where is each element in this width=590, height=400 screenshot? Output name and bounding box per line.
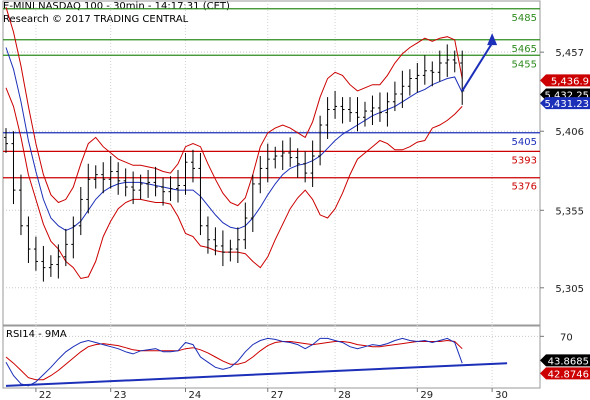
x-tick-label: 24 <box>188 390 201 400</box>
level-label: 5405 <box>512 137 537 148</box>
price-badge-label: 5,436.9 <box>551 76 589 87</box>
level-label: 5485 <box>512 13 537 24</box>
rsi-title: RSI14 - 9MA <box>6 329 67 340</box>
price-badge <box>540 74 590 87</box>
level-label: 5376 <box>512 182 537 193</box>
rsi-badge <box>540 354 590 367</box>
rsi-panel: RSI14 - 9MA <box>5 329 508 387</box>
rsi-frame <box>2 325 541 389</box>
price-badge <box>540 97 590 110</box>
chart-title: E-MINI NASDAQ 100 - 30min - 14:17:31 (CE… <box>3 1 230 12</box>
chart-subtitle: Research © 2017 TRADING CENTRAL <box>3 14 189 25</box>
rsi-y-tick-label: 70 <box>560 332 573 343</box>
rsi-line <box>5 337 463 387</box>
bollinger-upper-line <box>5 7 463 207</box>
x-tick-label: 27 <box>271 390 284 400</box>
price-badge-label: 5,431.23 <box>544 99 589 110</box>
rsi-badge-label: 42.8746 <box>548 369 589 380</box>
grid-layer <box>2 0 541 389</box>
price-y-tick-label: 5,305 <box>555 284 584 295</box>
level-label: 5393 <box>512 155 537 166</box>
projection-arrow <box>461 42 493 92</box>
price-y-tick-label: 5,406 <box>555 127 584 138</box>
moving-average-line <box>5 47 463 231</box>
x-tick-label: 23 <box>114 390 127 400</box>
x-tick-label: 28 <box>338 390 351 400</box>
bollinger-lower-line <box>5 87 463 280</box>
rsi-badge <box>540 367 590 380</box>
level-label: 5455 <box>512 59 537 70</box>
price-frame <box>2 0 541 326</box>
level-label: 5465 <box>512 44 537 55</box>
price-panel: 5485 5465 5455 5405 5393 5376 <box>3 7 540 282</box>
rsi-badge-label: 43.8685 <box>548 356 589 367</box>
x-tick-label: 22 <box>39 390 52 400</box>
x-tick-label: 30 <box>495 390 508 400</box>
price-badge-label: 5,432.25 <box>544 91 589 102</box>
projection-arrowhead <box>487 33 498 46</box>
price-y-tick-label: 5,457 <box>555 48 584 59</box>
x-tick-label: 29 <box>420 390 433 400</box>
price-y-tick-label: 5,355 <box>555 206 584 217</box>
axis-layer: 5,457 5,406 5,355 5,305 22 23 24 27 28 29 30 5,436.… <box>35 48 590 400</box>
rsi-trendline <box>5 362 508 387</box>
